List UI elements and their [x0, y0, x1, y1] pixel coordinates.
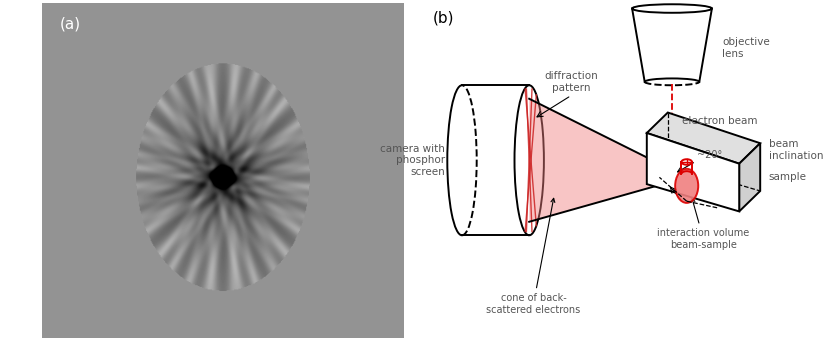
Polygon shape [647, 133, 739, 211]
Text: (a): (a) [60, 17, 81, 32]
Text: objective
lens: objective lens [722, 37, 770, 59]
Polygon shape [739, 143, 760, 211]
Text: camera with
phosphor
screen: camera with phosphor screen [381, 144, 445, 177]
Text: diffraction
pattern: diffraction pattern [544, 71, 598, 93]
Text: cone of back-
scattered electrons: cone of back- scattered electrons [486, 198, 580, 315]
Text: interaction volume
beam-sample: interaction volume beam-sample [658, 198, 749, 250]
Text: sample: sample [769, 172, 806, 182]
Text: beam
inclination: beam inclination [769, 139, 823, 161]
Text: electron beam: electron beam [683, 116, 758, 126]
Polygon shape [647, 113, 760, 164]
Ellipse shape [675, 169, 698, 203]
Polygon shape [529, 99, 687, 222]
Text: ~20°: ~20° [697, 150, 722, 160]
Text: (b): (b) [433, 10, 454, 25]
